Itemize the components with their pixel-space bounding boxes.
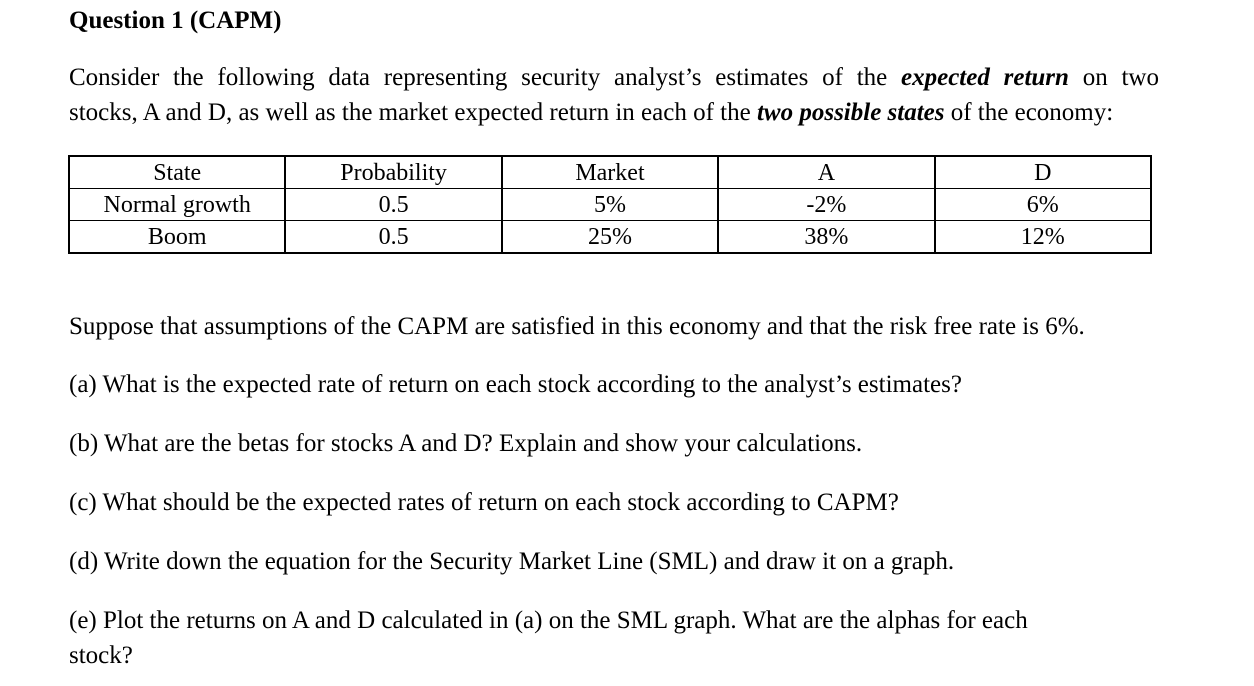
table-cell: Boom [67, 220, 287, 254]
question-e-line-2: stock? [69, 642, 133, 669]
table-cell: 0.5 [284, 188, 503, 221]
table-cell: 5% [500, 188, 720, 221]
question-d: (d) Write down the equation for the Secu… [69, 548, 955, 575]
table-cell: -2% [717, 188, 936, 221]
question-a: (a) What is the expected rate of return … [69, 371, 962, 398]
question-b: (b) What are the betas for stocks A and … [69, 430, 863, 457]
assumption-text: Suppose that assumptions of the CAPM are… [69, 313, 1085, 340]
intro-text: Consider the following data representing… [69, 64, 902, 91]
table-row: Boom 0.5 25% 38% 12% [67, 220, 1153, 254]
table-header-cell: State [67, 155, 287, 189]
table-header-cell: Market [500, 155, 720, 189]
question-heading: Question 1 (CAPM) [69, 7, 282, 34]
intro-emphasis: expected return [901, 64, 1069, 91]
table-cell: 6% [933, 188, 1153, 221]
intro-text: on two [1068, 64, 1159, 91]
question-c: (c) What should be the expected rates of… [69, 489, 899, 516]
question-e-line-1: (e) Plot the returns on A and D calculat… [69, 607, 1028, 634]
table-header-cell: A [717, 155, 936, 189]
table-cell: 0.5 [284, 220, 503, 254]
table-row: Normal growth 0.5 5% -2% 6% [67, 188, 1153, 221]
intro-text: of the economy: [944, 99, 1114, 126]
intro-line-1: Consider the following data representing… [69, 60, 1159, 95]
intro-paragraph: Consider the following data representing… [69, 60, 1159, 130]
intro-emphasis: two possible states [756, 99, 945, 126]
returns-table: State Probability Market A D Normal grow… [67, 155, 1153, 254]
table-cell: Normal growth [67, 188, 287, 221]
table-header-cell: D [933, 155, 1153, 189]
table-cell: 25% [500, 220, 720, 254]
table-cell: 12% [933, 220, 1153, 254]
table-cell: 38% [717, 220, 936, 254]
table-header-cell: Probability [284, 155, 503, 189]
intro-line-2: stocks, A and D, as well as the market e… [69, 95, 1159, 130]
table-header-row: State Probability Market A D [67, 155, 1153, 189]
intro-text: stocks, A and D, as well as the market e… [69, 99, 757, 126]
